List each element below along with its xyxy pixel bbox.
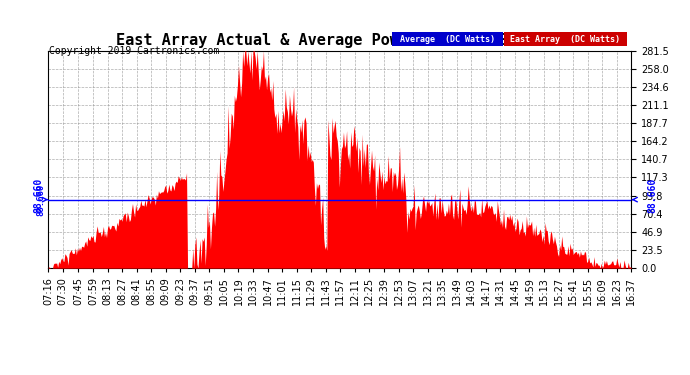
- Text: 88.660: 88.660: [33, 177, 43, 213]
- Bar: [393, 32, 503, 46]
- Text: East Array  (DC Watts): East Array (DC Watts): [511, 34, 620, 44]
- Text: 88.660: 88.660: [37, 183, 46, 216]
- Bar: [504, 32, 627, 46]
- Text: Average  (DC Watts): Average (DC Watts): [400, 34, 495, 44]
- Text: 88.660: 88.660: [647, 177, 657, 213]
- Title: East Array Actual & Average Power Sun Feb 3 16:47: East Array Actual & Average Power Sun Fe…: [116, 33, 564, 48]
- Text: Copyright 2019 Cartronics.com: Copyright 2019 Cartronics.com: [49, 46, 219, 56]
